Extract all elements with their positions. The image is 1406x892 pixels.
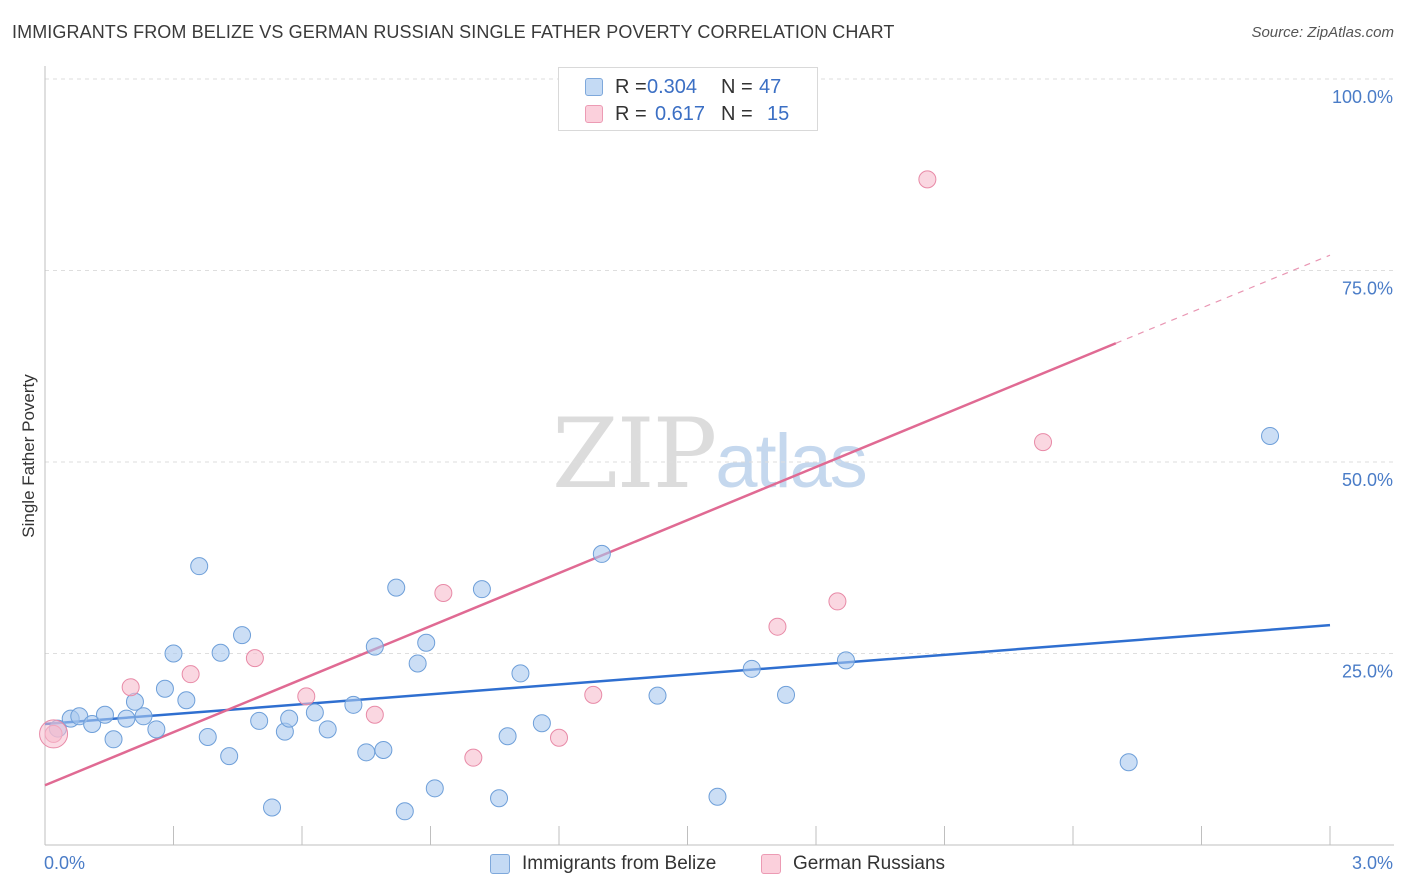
bottom-legend-swatch-german-russians xyxy=(761,854,781,874)
point-belize xyxy=(777,685,796,704)
point-belize xyxy=(177,691,196,710)
point-belize xyxy=(365,637,384,656)
point-belize xyxy=(198,727,217,746)
legend-n-label: N = xyxy=(721,102,753,125)
point-belize xyxy=(211,643,230,662)
point-belize xyxy=(648,686,667,705)
watermark-zip: ZIP xyxy=(552,398,717,510)
point-belize xyxy=(387,578,406,597)
legend-row-german-russians: R = 0.617 N = 15 xyxy=(585,101,789,127)
x-tick-label-min: 0.0% xyxy=(44,853,85,873)
legend-r-value-belize: 0.304 xyxy=(647,75,698,98)
point-german-russians-large xyxy=(39,719,69,749)
point-belize xyxy=(147,720,166,739)
point-belize xyxy=(395,802,414,821)
point-belize xyxy=(417,633,436,652)
point-belize xyxy=(233,626,252,645)
point-belize xyxy=(498,727,517,746)
point-belize xyxy=(374,741,393,760)
point-belize xyxy=(357,743,376,762)
chart-title: IMMIGRANTS FROM BELIZE VS GERMAN RUSSIAN… xyxy=(12,22,895,42)
y-tick-label: 75.0% xyxy=(1342,279,1393,299)
point-german-russians xyxy=(584,685,603,704)
point-belize xyxy=(532,714,551,733)
watermark: ZIPatlas xyxy=(552,398,868,510)
point-belize xyxy=(344,695,363,714)
point-belize xyxy=(1119,753,1138,772)
point-belize xyxy=(318,720,337,739)
point-belize xyxy=(425,779,444,798)
data-points xyxy=(39,70,1280,821)
legend-n-label: N = xyxy=(721,75,753,98)
point-belize xyxy=(408,654,427,673)
point-belize xyxy=(250,711,269,730)
legend-n-value-belize: 47 xyxy=(759,75,782,98)
legend-swatch-belize xyxy=(585,78,603,96)
grid-lines xyxy=(45,78,1395,654)
point-german-russians xyxy=(550,728,568,747)
y-tick-label: 100.0% xyxy=(1332,87,1393,107)
point-belize xyxy=(155,679,174,698)
bottom-legend-label-belize: Immigrants from Belize xyxy=(522,853,717,874)
point-german-russians xyxy=(918,170,937,189)
point-german-russians xyxy=(464,748,483,767)
y-axis-label: Single Father Poverty xyxy=(19,374,38,538)
point-belize xyxy=(190,557,209,576)
bottom-legend-belize: Immigrants from Belize xyxy=(490,852,716,876)
bottom-legend-swatch-belize xyxy=(490,854,510,874)
bottom-legend-label-german-russians: German Russians xyxy=(793,853,946,874)
point-belize xyxy=(83,714,102,733)
point-belize xyxy=(220,747,239,766)
legend-n-value-german-russians: 15 xyxy=(767,102,790,125)
trend-lines xyxy=(44,254,1331,787)
point-belize xyxy=(742,659,761,678)
point-belize xyxy=(1261,426,1280,445)
legend-r-label: R = xyxy=(615,102,647,125)
point-german-russians xyxy=(1034,433,1053,452)
point-belize xyxy=(708,787,727,806)
point-belize xyxy=(836,651,855,670)
point-belize xyxy=(134,707,153,726)
point-german-russians xyxy=(828,592,847,611)
bottom-legend-german-russians: German Russians xyxy=(761,852,945,876)
point-german-russians xyxy=(181,665,200,684)
point-belize xyxy=(263,798,282,817)
trend-line-german-russians xyxy=(44,342,1117,787)
tick-labels: 25.0% 50.0% 75.0% 100.0% 0.0% 3.0% xyxy=(44,87,1393,873)
point-belize xyxy=(164,644,183,663)
point-german-russians xyxy=(365,705,384,724)
point-german-russians xyxy=(245,649,264,668)
trend-line-belize xyxy=(44,623,1331,726)
point-belize xyxy=(280,709,299,728)
point-belize xyxy=(472,580,491,599)
legend-swatch-german-russians xyxy=(585,105,603,123)
point-belize xyxy=(104,730,123,749)
chart-source: Source: ZipAtlas.com xyxy=(1251,24,1394,41)
point-belize xyxy=(305,703,324,722)
point-belize xyxy=(511,664,530,683)
legend-r-value-german-russians: 0.617 xyxy=(655,102,706,125)
point-belize xyxy=(490,789,509,808)
trend-line-german-russians-extrapolated xyxy=(1115,254,1331,344)
y-tick-label: 25.0% xyxy=(1342,662,1393,682)
point-belize xyxy=(592,544,611,563)
x-tick-label-max: 3.0% xyxy=(1352,853,1393,873)
axes xyxy=(44,66,1394,846)
point-belize xyxy=(117,709,136,728)
point-german-russians xyxy=(297,687,316,706)
point-belize xyxy=(95,705,114,724)
legend-r-label: R = xyxy=(615,75,647,98)
point-german-russians xyxy=(768,617,787,636)
legend-row-belize: R = 0.304 N = 47 xyxy=(585,74,781,100)
point-german-russians xyxy=(434,583,453,602)
point-german-russians xyxy=(121,678,140,697)
correlation-legend: R = 0.304 N = 47 R = 0.617 N = 15 xyxy=(558,67,818,131)
y-tick-label: 50.0% xyxy=(1342,470,1393,490)
